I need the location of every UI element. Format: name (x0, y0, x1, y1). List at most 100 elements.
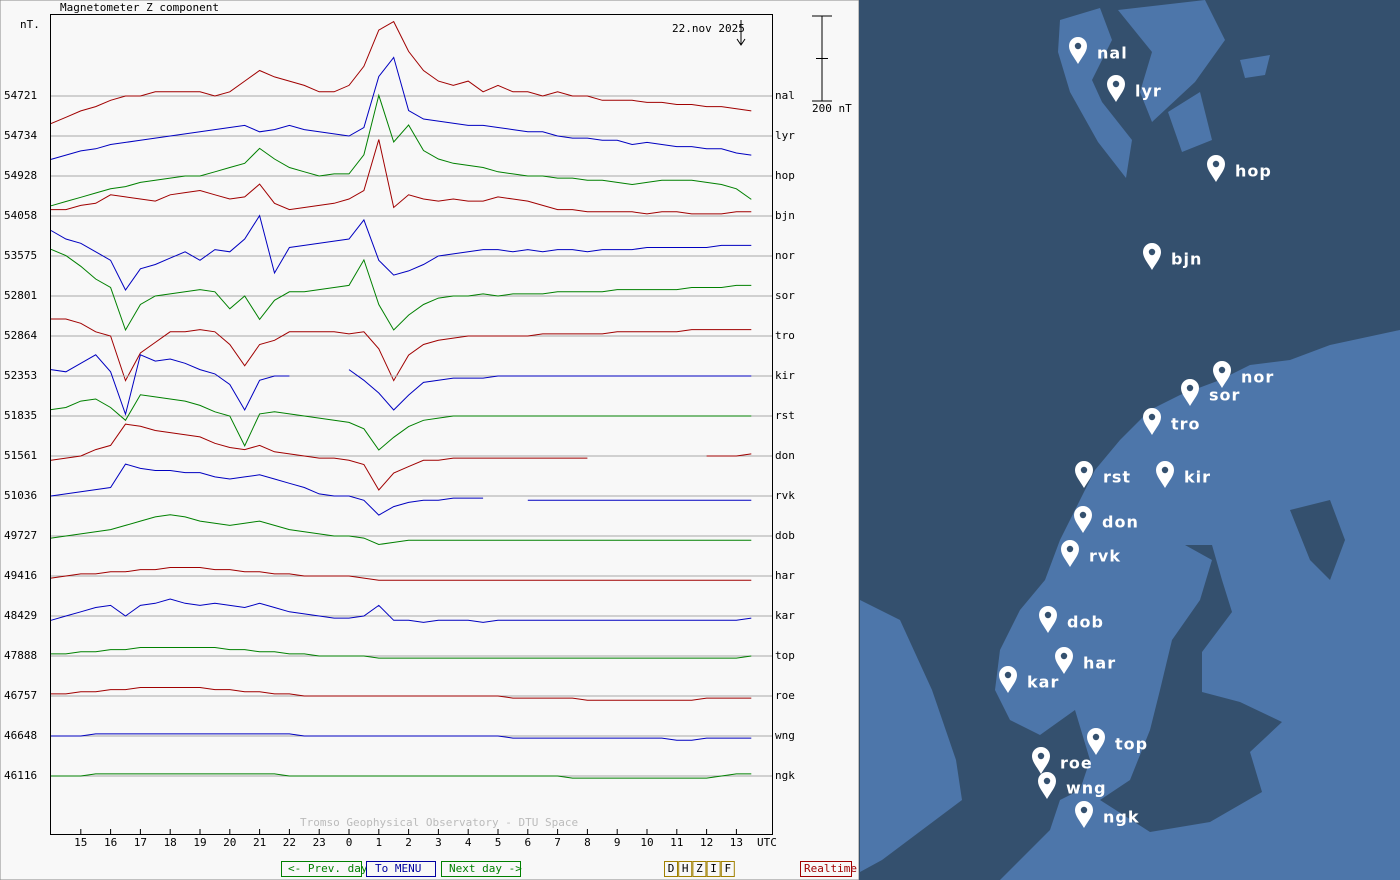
station-pin[interactable] (1087, 728, 1105, 755)
x-tick-label: 22 (283, 836, 296, 849)
trace (50, 463, 752, 516)
station-pin-hole[interactable] (1037, 752, 1045, 760)
scale-label: 200 nT (812, 102, 852, 115)
station-map-label[interactable]: don (1102, 513, 1139, 532)
next-button-label[interactable]: Next day -> (449, 862, 522, 875)
station-map-label[interactable]: dob (1067, 613, 1104, 632)
component-button-label[interactable]: I (710, 862, 717, 875)
station-pin[interactable] (1069, 37, 1087, 64)
station-pin-hole[interactable] (1074, 42, 1082, 50)
station-pin[interactable] (1107, 75, 1125, 102)
station-pin-hole[interactable] (1161, 466, 1169, 474)
station-pin[interactable] (999, 666, 1017, 693)
x-tick-label: 15 (74, 836, 87, 849)
station-map-label[interactable]: nor (1241, 368, 1274, 387)
station-map-label[interactable]: rst (1103, 468, 1131, 487)
station-pin[interactable] (1143, 243, 1161, 270)
station-pin[interactable] (1061, 540, 1079, 567)
component-button-label[interactable]: D (668, 862, 675, 875)
station-code: don (775, 449, 795, 462)
component-button[interactable] (706, 861, 721, 877)
station-pin[interactable] (1207, 155, 1225, 182)
station-pin-hole[interactable] (1186, 384, 1194, 392)
component-button[interactable] (692, 861, 707, 877)
baltic-sea (1100, 545, 1282, 832)
station-map-label[interactable]: kar (1027, 673, 1059, 692)
station-pin-hole[interactable] (1066, 545, 1074, 553)
station-pin[interactable] (1075, 801, 1093, 828)
x-tick-label: 21 (253, 836, 266, 849)
station-pin-hole[interactable] (1043, 777, 1051, 785)
component-button[interactable] (678, 861, 693, 877)
x-tick-label: 7 (554, 836, 561, 849)
x-tick-label: 19 (193, 836, 206, 849)
station-pin-hole[interactable] (1112, 80, 1120, 88)
station-pin[interactable] (1039, 606, 1057, 633)
baseline-label: 52864 (4, 329, 37, 342)
station-pin[interactable] (1181, 379, 1199, 406)
land (860, 600, 962, 872)
station-pin[interactable] (1213, 361, 1231, 388)
station-map-label[interactable]: rvk (1089, 547, 1121, 566)
prev-button-label[interactable]: <- Prev. day (288, 862, 368, 875)
station-code: sor (775, 289, 795, 302)
baseline-label: 54058 (4, 209, 37, 222)
station-pin-hole[interactable] (1080, 466, 1088, 474)
menu-button-label[interactable]: To MENU (375, 862, 421, 875)
component-button[interactable] (720, 861, 735, 877)
land (1168, 92, 1212, 152)
station-pin-hole[interactable] (1148, 248, 1156, 256)
station-map-label[interactable]: lyr (1135, 82, 1162, 101)
trace (50, 354, 752, 417)
date-label: 22.nov 2025 (672, 22, 745, 35)
station-pin[interactable] (1143, 408, 1161, 435)
station-pin-hole[interactable] (1218, 366, 1226, 374)
next-button[interactable] (441, 861, 521, 877)
component-button-label[interactable]: Z (696, 862, 703, 875)
station-pin-hole[interactable] (1044, 611, 1052, 619)
station-map-label[interactable]: har (1083, 654, 1116, 673)
land (1240, 55, 1270, 78)
baseline-label: 52801 (4, 289, 37, 302)
trace (50, 214, 752, 291)
realtime-button[interactable] (800, 861, 852, 877)
x-tick-label: 12 (700, 836, 713, 849)
trace (51, 139, 752, 215)
station-pin[interactable] (1038, 772, 1056, 799)
station-map-label[interactable]: wng (1066, 779, 1107, 798)
station-code: kar (775, 609, 795, 622)
station-map-label[interactable]: nal (1097, 44, 1128, 63)
station-pin[interactable] (1075, 461, 1093, 488)
station-map-label[interactable]: roe (1060, 754, 1093, 773)
trace (50, 598, 752, 623)
component-button-label[interactable]: F (724, 862, 731, 875)
menu-button[interactable] (366, 861, 436, 877)
station-pin[interactable] (1055, 647, 1073, 674)
station-map-label[interactable]: bjn (1171, 250, 1202, 269)
station-pin[interactable] (1032, 747, 1050, 774)
station-pin-hole[interactable] (1004, 671, 1012, 679)
baseline-label: 49416 (4, 569, 37, 582)
x-tick-label: 11 (670, 836, 683, 849)
station-pin[interactable] (1074, 506, 1092, 533)
station-pin-hole[interactable] (1060, 652, 1068, 660)
station-map-label[interactable]: kir (1184, 468, 1211, 487)
component-button-label[interactable]: H (682, 862, 689, 875)
station-pin-hole[interactable] (1079, 511, 1087, 519)
station-code: hop (775, 169, 795, 182)
component-button[interactable] (664, 861, 678, 877)
white-sea (1290, 500, 1345, 580)
station-map-label[interactable]: tro (1171, 415, 1201, 434)
prev-button[interactable] (281, 861, 362, 877)
station-map-label[interactable]: top (1115, 735, 1148, 754)
station-map-label[interactable]: hop (1235, 162, 1272, 181)
station-pin-hole[interactable] (1092, 733, 1100, 741)
station-map-label[interactable]: ngk (1103, 808, 1139, 827)
station-pin-hole[interactable] (1148, 413, 1156, 421)
station-pin[interactable] (1156, 461, 1174, 488)
station-map-label[interactable]: sor (1209, 386, 1240, 405)
station-pin-hole[interactable] (1212, 160, 1220, 168)
station-pin-hole[interactable] (1080, 806, 1088, 814)
realtime-button-label[interactable]: Realtime (804, 862, 857, 875)
